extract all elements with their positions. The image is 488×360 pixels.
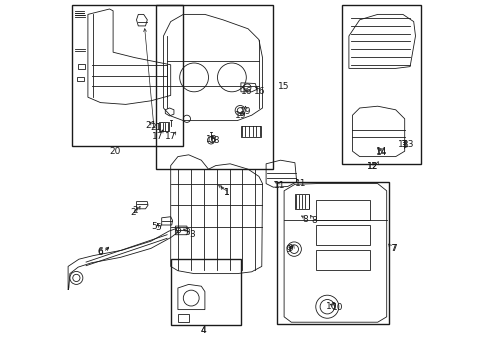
Bar <box>316 250 370 270</box>
Text: 3: 3 <box>189 230 195 239</box>
Text: 8: 8 <box>311 216 317 225</box>
Text: 10: 10 <box>325 302 337 311</box>
Text: 3: 3 <box>183 228 189 237</box>
Text: 18: 18 <box>205 135 217 144</box>
Text: 4: 4 <box>200 326 205 335</box>
Text: 13: 13 <box>397 140 408 149</box>
Text: 19: 19 <box>235 111 246 120</box>
Text: 9: 9 <box>285 246 291 254</box>
Text: 11: 11 <box>273 181 285 190</box>
Text: 10: 10 <box>331 303 343 312</box>
Text: 21: 21 <box>150 123 162 132</box>
Text: 19: 19 <box>240 107 251 116</box>
Text: 7: 7 <box>389 244 395 253</box>
Text: 13: 13 <box>402 140 413 149</box>
Bar <box>276 182 387 324</box>
Text: 14: 14 <box>375 147 386 156</box>
Text: 16: 16 <box>254 87 265 96</box>
Text: 6: 6 <box>98 248 103 256</box>
Text: 1: 1 <box>223 188 229 197</box>
Bar <box>156 5 273 169</box>
Text: 17: 17 <box>164 132 176 141</box>
Text: 5: 5 <box>155 223 161 233</box>
Text: 20: 20 <box>109 147 121 156</box>
Text: 8: 8 <box>302 215 307 224</box>
Text: 6: 6 <box>98 248 103 257</box>
Text: 1: 1 <box>223 188 229 197</box>
Text: 2: 2 <box>130 208 136 217</box>
Text: 12: 12 <box>366 162 377 171</box>
Text: 15: 15 <box>278 82 289 91</box>
Text: 18: 18 <box>208 136 220 145</box>
Text: 16: 16 <box>241 87 252 96</box>
Bar <box>341 5 420 164</box>
Text: 4: 4 <box>200 326 205 335</box>
Bar <box>316 225 370 245</box>
Bar <box>72 5 183 146</box>
Text: 9: 9 <box>286 244 292 253</box>
Text: 12: 12 <box>366 162 378 171</box>
Text: 17: 17 <box>152 132 163 141</box>
Text: 11: 11 <box>294 179 305 188</box>
Text: 2: 2 <box>132 206 137 215</box>
Bar <box>316 200 370 220</box>
Text: 7: 7 <box>390 244 396 253</box>
Bar <box>170 259 241 325</box>
Text: 14: 14 <box>376 148 387 157</box>
Text: 5: 5 <box>151 222 157 231</box>
Text: 21: 21 <box>145 121 156 130</box>
